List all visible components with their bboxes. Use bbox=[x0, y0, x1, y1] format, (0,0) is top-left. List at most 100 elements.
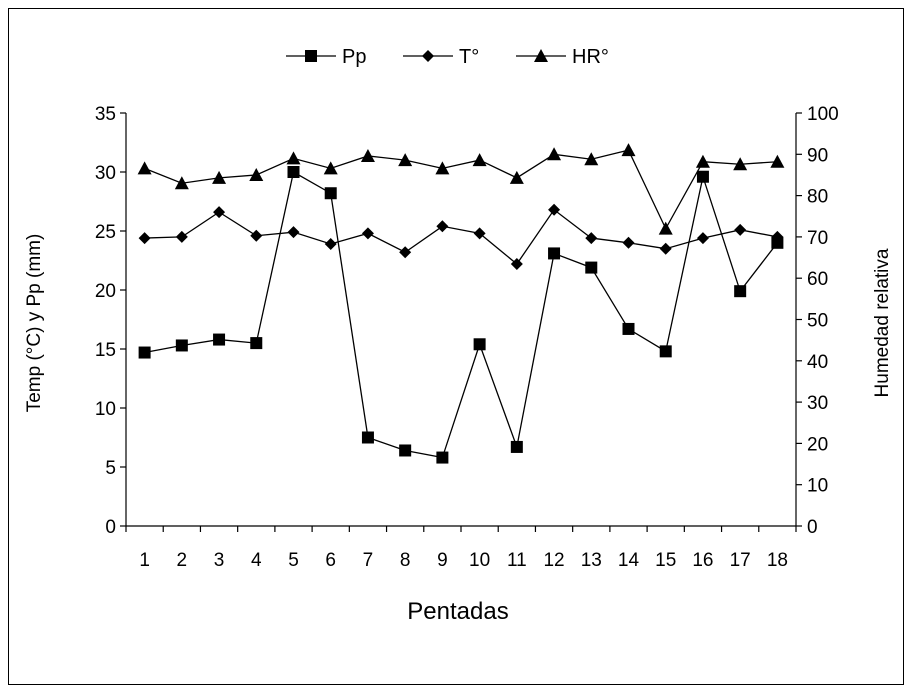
series-pp-point bbox=[138, 346, 151, 359]
y-tick-label: 10 bbox=[95, 399, 116, 420]
series-pp-point bbox=[585, 261, 598, 274]
y2-tick-label: 80 bbox=[807, 187, 828, 208]
series-hr-point bbox=[286, 151, 301, 165]
series-t-point bbox=[361, 227, 374, 240]
x-tick-label: 6 bbox=[325, 550, 336, 571]
x-tick-label: 14 bbox=[618, 550, 640, 571]
series-pp-point bbox=[622, 322, 635, 335]
series-hr-point bbox=[472, 153, 487, 167]
y2-tick-label: 60 bbox=[807, 269, 828, 290]
series-pp-point bbox=[548, 247, 561, 260]
series-t-point bbox=[473, 227, 486, 240]
series-t bbox=[138, 203, 784, 271]
series-hr-point bbox=[249, 167, 264, 181]
y2-tick-label: 0 bbox=[807, 517, 818, 538]
legend-label: HR° bbox=[572, 46, 609, 68]
series-hr-point bbox=[137, 161, 152, 175]
series-pp-point bbox=[399, 444, 412, 457]
series-hr-point bbox=[435, 161, 450, 175]
x-tick-label: 15 bbox=[655, 550, 676, 571]
x-tick-label: 13 bbox=[581, 550, 602, 571]
y2-tick-label: 40 bbox=[807, 352, 828, 373]
series-hr-point bbox=[695, 154, 710, 168]
x-tick-label: 11 bbox=[507, 550, 527, 571]
x-tick-label: 10 bbox=[469, 550, 490, 571]
series-pp-point bbox=[287, 166, 300, 178]
x-tick-label: 18 bbox=[767, 550, 788, 571]
series-t-point bbox=[510, 258, 523, 271]
y-tick-label: 35 bbox=[95, 104, 116, 125]
series-pp bbox=[138, 166, 784, 464]
series-t-point bbox=[324, 237, 337, 250]
y2-tick-label: 20 bbox=[807, 434, 828, 455]
series-pp-point bbox=[361, 431, 374, 444]
chart-frame bbox=[8, 8, 904, 685]
series-pp-point bbox=[510, 440, 523, 453]
series-pp-point bbox=[250, 337, 263, 350]
series-pp-line bbox=[144, 170, 778, 459]
y-tick-label: 30 bbox=[95, 163, 116, 184]
series-hr-point bbox=[658, 221, 673, 235]
series-hr-point bbox=[733, 157, 748, 171]
series-t-point bbox=[548, 203, 561, 216]
x-tick-label: 1 bbox=[139, 550, 150, 571]
plot-area bbox=[137, 143, 785, 464]
series-pp-point bbox=[324, 187, 337, 200]
series-hr-line bbox=[144, 149, 778, 231]
y2-tick-label: 90 bbox=[807, 145, 828, 166]
x-tick-label: 16 bbox=[692, 550, 713, 571]
series-hr-point bbox=[360, 148, 375, 162]
y2-tick-label: 100 bbox=[807, 104, 839, 125]
y-tick-label: 0 bbox=[105, 517, 116, 538]
y-axis-label: Temp (°C) y Pp (mm) bbox=[24, 234, 45, 413]
x-tick-label: 5 bbox=[288, 550, 299, 571]
series-pp-point bbox=[473, 338, 486, 351]
y-tick-label: 5 bbox=[105, 458, 116, 479]
x-tick-label: 8 bbox=[400, 550, 411, 571]
x-tick-label: 9 bbox=[437, 550, 448, 571]
legend-marker bbox=[305, 50, 317, 62]
legend: Pp T° HR° bbox=[286, 46, 609, 68]
x-tick-label: 17 bbox=[730, 550, 751, 571]
series-hr-point bbox=[547, 147, 562, 161]
y2-tick-label: 30 bbox=[807, 393, 828, 414]
series-pp-point bbox=[696, 170, 709, 183]
series-t-point bbox=[622, 236, 635, 249]
series-t-point bbox=[175, 230, 188, 243]
legend-item-pp: Pp bbox=[286, 46, 366, 68]
legend-item-hr: HR° bbox=[516, 46, 609, 68]
x-tick-label: 12 bbox=[543, 550, 564, 571]
x-tick-label: 3 bbox=[214, 550, 225, 571]
series-t-point bbox=[734, 223, 747, 236]
series-t-line bbox=[144, 208, 778, 265]
series-hr-point bbox=[174, 176, 189, 190]
series-pp-point bbox=[436, 451, 449, 464]
series-hr-point bbox=[770, 154, 785, 168]
series-t-point bbox=[659, 242, 672, 255]
legend-marker bbox=[534, 49, 548, 62]
legend-item-t: T° bbox=[403, 46, 479, 68]
series-pp-point bbox=[734, 285, 747, 298]
legend-label: T° bbox=[459, 46, 479, 68]
series-hr-point bbox=[621, 143, 636, 157]
series-hr-point bbox=[584, 152, 599, 166]
y2-axis-label: Humedad relativa bbox=[872, 248, 893, 397]
y-tick-label: 25 bbox=[95, 222, 116, 243]
legend-marker bbox=[422, 50, 434, 62]
series-t-point bbox=[771, 230, 784, 243]
series-pp-point bbox=[175, 339, 188, 352]
series-t-point bbox=[287, 226, 300, 239]
x-tick-label: 7 bbox=[363, 550, 374, 571]
y-tick-label: 15 bbox=[95, 340, 116, 361]
x-axis-label: Pentadas bbox=[407, 598, 508, 625]
y-tick-label: 20 bbox=[95, 281, 116, 302]
series-pp-point bbox=[213, 333, 226, 346]
series-t-point bbox=[250, 229, 263, 242]
series-hr-point bbox=[212, 170, 227, 184]
x-tick-label: 2 bbox=[177, 550, 188, 571]
series-t-point bbox=[213, 206, 226, 219]
x-tick-label: 4 bbox=[251, 550, 262, 571]
series-hr-point bbox=[509, 170, 524, 184]
